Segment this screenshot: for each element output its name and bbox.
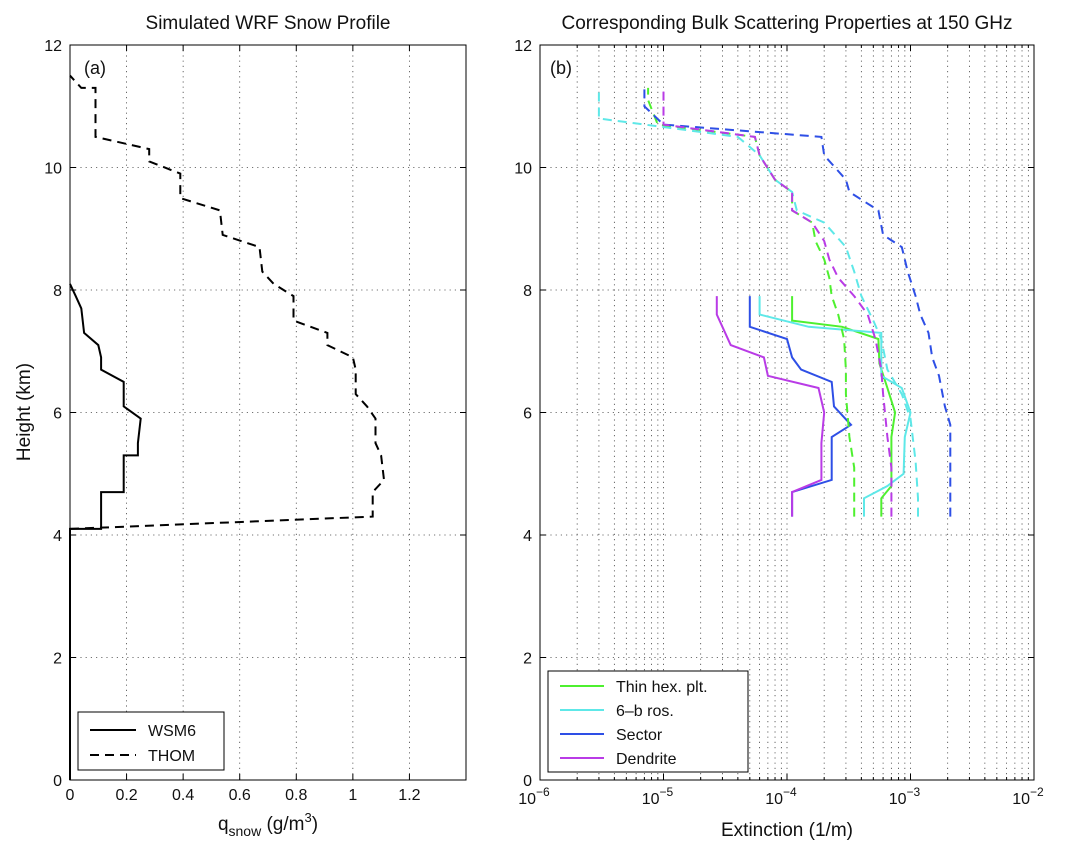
panel-a-ylabel: Height (km) [14, 363, 35, 461]
x-tick-label: 0.6 [229, 787, 251, 804]
series-line-sector [748, 296, 853, 517]
x-tick-label: 10−3 [889, 785, 921, 808]
y-tick-label: 12 [514, 38, 532, 55]
y-tick-label: 12 [44, 38, 62, 55]
legend-label: Dendrite [616, 751, 677, 768]
y-tick-label: 2 [523, 651, 532, 668]
y-tick-label: 8 [53, 283, 62, 300]
series-line-thin-hex-plt-dashed [647, 87, 856, 517]
panel-b-legend: Thin hex. plt. 6–b ros. Sector Dendrite [547, 670, 749, 773]
series-line-6-b-ros [758, 296, 912, 517]
y-tick-label: 2 [53, 651, 62, 668]
legend-box [77, 711, 225, 771]
panel-a-xlabel: qsnow (g/m3) [218, 810, 318, 839]
x-tick-label: 10−4 [765, 785, 797, 808]
series-line-thin-hex-plt [791, 296, 897, 517]
legend-box [547, 670, 749, 773]
y-tick-label: 4 [523, 528, 532, 545]
panel-a-axes: 0 0.2 0.4 0.6 0.8 1 1.2 0 2 4 6 8 10 12 WSM6 THOM [44, 38, 467, 804]
legend-label: Thin hex. plt. [616, 679, 708, 696]
legend-label: THOM [148, 748, 195, 765]
panel-b-label: (b) [550, 58, 572, 78]
y-tick-label: 6 [523, 406, 532, 423]
x-tick-label: 1 [348, 787, 357, 804]
y-tick-label: 0 [523, 773, 532, 790]
panel-a-title: Simulated WRF Snow Profile [146, 13, 391, 34]
panel-b-title: Corresponding Bulk Scattering Properties… [562, 13, 1013, 34]
x-tick-label: 10−6 [518, 785, 550, 808]
panel-a-label: (a) [84, 58, 106, 78]
y-tick-label: 0 [53, 773, 62, 790]
series-line-thom [69, 74, 386, 530]
x-tick-label: 0.8 [285, 787, 307, 804]
x-tick-label: 0.2 [115, 787, 137, 804]
y-tick-label: 4 [53, 528, 62, 545]
series-line-dendrite-dashed [662, 87, 893, 517]
y-tick-label: 10 [514, 161, 532, 178]
legend-label: 6–b ros. [616, 703, 674, 720]
y-tick-label: 6 [53, 406, 62, 423]
x-tick-label: 10−5 [642, 785, 674, 808]
series-line-wsm6 [69, 283, 142, 780]
x-tick-label: 10−2 [1012, 785, 1044, 808]
panel-a-legend: WSM6 THOM [77, 711, 225, 771]
panel-b-axes: 10−6 10−5 10−4 10−3 10−2 0 2 4 6 8 10 12 Thin hex. p… [514, 38, 1044, 808]
legend-label: WSM6 [148, 723, 196, 740]
y-tick-label: 10 [44, 161, 62, 178]
x-tick-label: 0 [66, 787, 75, 804]
legend-label: Sector [616, 727, 663, 744]
panel-b-xlabel: Extinction (1/m) [721, 820, 853, 841]
y-tick-label: 8 [523, 283, 532, 300]
x-tick-label: 1.2 [398, 787, 420, 804]
x-tick-label: 0.4 [172, 787, 194, 804]
series-line-dendrite [715, 296, 826, 517]
series-line-6-b-ros-dashed [597, 87, 919, 517]
